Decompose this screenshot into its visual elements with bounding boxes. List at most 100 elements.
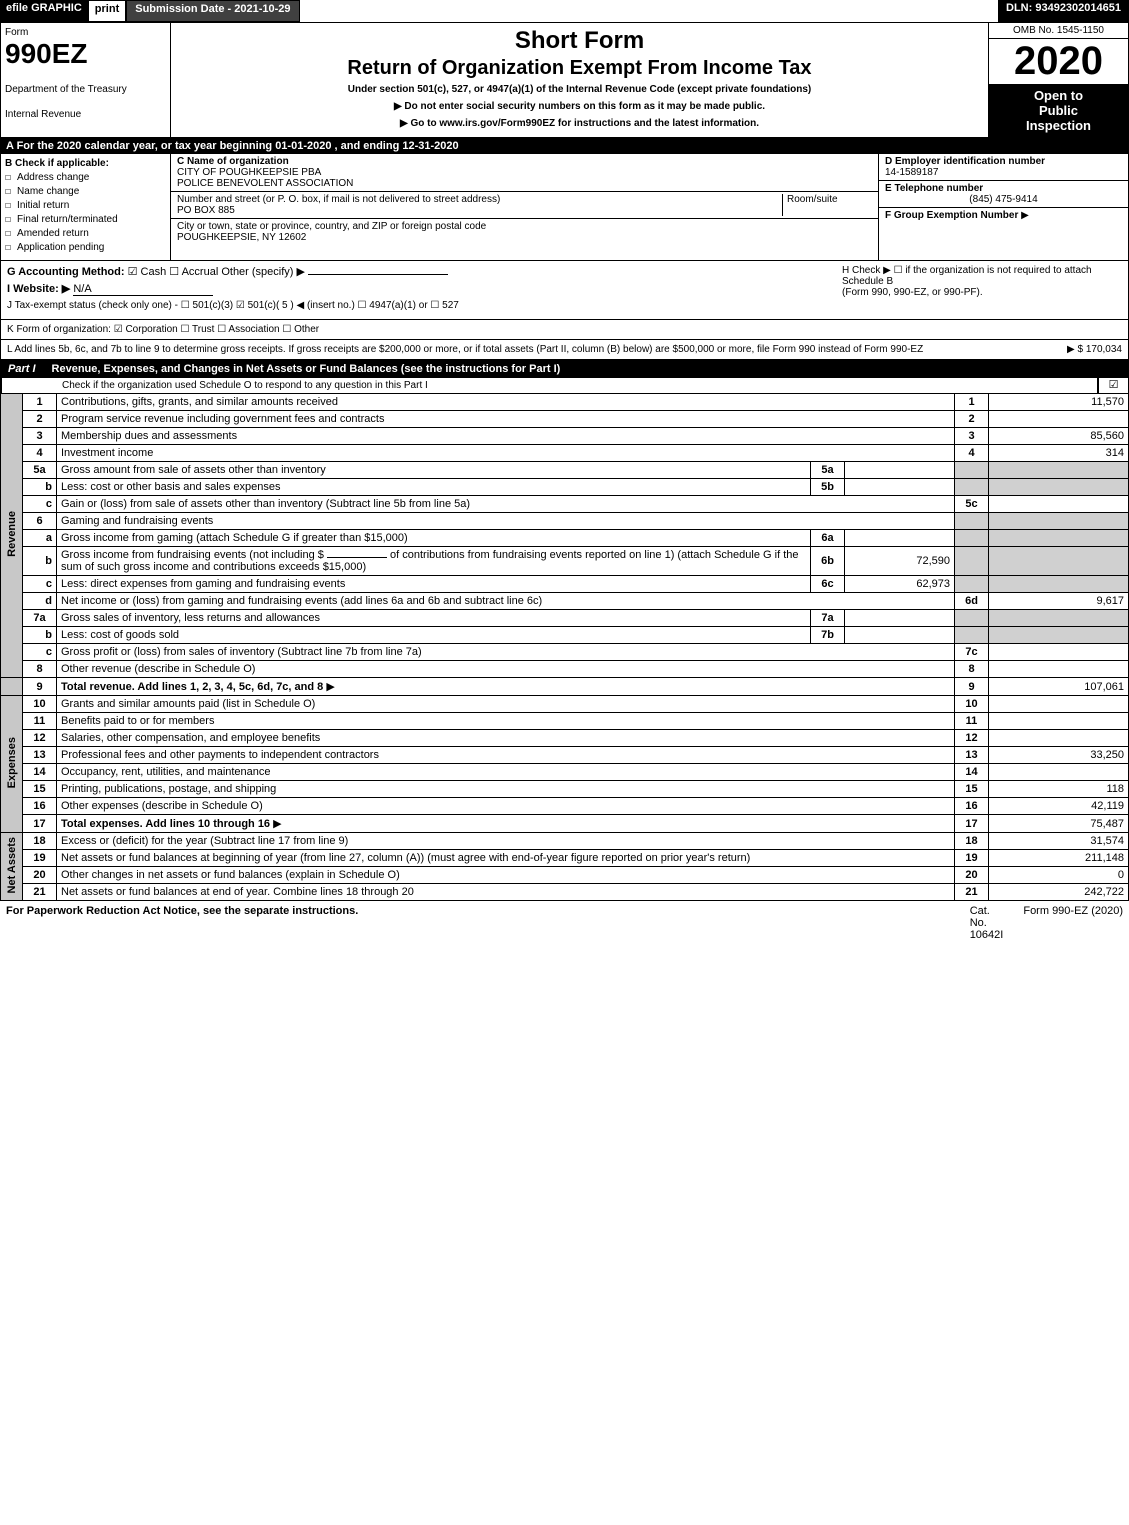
gh-block: G Accounting Method: ☑ Cash ☐ Accrual Ot… [0, 261, 1129, 320]
l21-ref: 21 [955, 884, 989, 901]
l6c-val-shade [989, 576, 1129, 593]
goto-link[interactable]: ▶ Go to www.irs.gov/Form990EZ for instru… [179, 118, 980, 129]
l19-val: 211,148 [989, 850, 1129, 867]
l1-val: 11,570 [989, 394, 1129, 411]
l20-num: 20 [23, 867, 57, 884]
line-16: 16 Other expenses (describe in Schedule … [1, 798, 1129, 815]
row-a-tax-year: A For the 2020 calendar year, or tax yea… [0, 138, 1129, 154]
chk-cash[interactable]: ☑ Cash [128, 266, 167, 278]
l13-num: 13 [23, 747, 57, 764]
cat-no: Cat. No. 10642I [950, 905, 1024, 941]
l20-desc: Other changes in net assets or fund bala… [61, 869, 400, 881]
short-form-title: Short Form [179, 27, 980, 55]
col-b-checkboxes: B Check if applicable: ☐ Address change … [1, 154, 171, 260]
group-label: F Group Exemption Number [885, 210, 1018, 221]
l18-desc: Excess or (deficit) for the year (Subtra… [61, 835, 348, 847]
line-2: 2 Program service revenue including gove… [1, 411, 1129, 428]
l1-ref: 1 [955, 394, 989, 411]
l7c-val [989, 644, 1129, 661]
open-public-inspection: Open to Public Inspection [989, 84, 1128, 137]
l6c-mref: 6c [811, 576, 845, 593]
line-19: 19 Net assets or fund balances at beginn… [1, 850, 1129, 867]
chk-amended-return[interactable]: ☐ Amended return [5, 228, 166, 239]
l6c-desc: Less: direct expenses from gaming and fu… [61, 578, 345, 590]
l17-val: 75,487 [989, 815, 1129, 833]
other-specify-field[interactable] [308, 274, 448, 275]
l16-desc: Other expenses (describe in Schedule O) [61, 800, 263, 812]
l-text: L Add lines 5b, 6c, and 7b to line 9 to … [7, 344, 923, 355]
l18-num: 18 [23, 833, 57, 850]
l6b-mref: 6b [811, 547, 845, 576]
l21-desc: Net assets or fund balances at end of ye… [61, 886, 414, 898]
l7a-ref-shade [955, 610, 989, 627]
l20-ref: 20 [955, 867, 989, 884]
l6c-num: c [23, 576, 57, 593]
chk-final-return[interactable]: ☐ Final return/terminated [5, 214, 166, 225]
chk-other[interactable]: Other (specify) ▶ [221, 266, 305, 278]
top-bar: efile GRAPHIC print Submission Date - 20… [0, 0, 1129, 22]
l17-desc: Total expenses. Add lines 10 through 16 [61, 818, 270, 830]
group-arrow: ▶ [1021, 210, 1029, 221]
k-form-of-org: K Form of organization: ☑ Corporation ☐ … [0, 320, 1129, 340]
l6-val-shade [989, 513, 1129, 530]
l7c-ref: 7c [955, 644, 989, 661]
l5b-ref-shade [955, 479, 989, 496]
l19-ref: 19 [955, 850, 989, 867]
schedule-o-checkbox[interactable]: ☑ [1098, 378, 1128, 393]
l1-desc: Contributions, gifts, grants, and simila… [61, 396, 338, 408]
l7b-ref-shade [955, 627, 989, 644]
schedule-o-note: Check if the organization used Schedule … [1, 378, 1098, 393]
l6c-mval: 62,973 [845, 576, 955, 593]
part-1-table: Revenue 1 Contributions, gifts, grants, … [0, 393, 1129, 901]
revenue-side-label: Revenue [1, 394, 23, 678]
chk-accrual[interactable]: ☐ Accrual [169, 266, 218, 278]
street-row: Number and street (or P. O. box, if mail… [171, 192, 878, 219]
l8-ref: 8 [955, 661, 989, 678]
l17-num: 17 [23, 815, 57, 833]
line-11: 11 Benefits paid to or for members 11 [1, 713, 1129, 730]
website-label: I Website: ▶ [7, 283, 70, 295]
line-5b: b Less: cost or other basis and sales ex… [1, 479, 1129, 496]
l5c-num: c [23, 496, 57, 513]
l8-val [989, 661, 1129, 678]
page-footer: For Paperwork Reduction Act Notice, see … [0, 901, 1129, 945]
netassets-side-label: Net Assets [1, 833, 23, 901]
l3-num: 3 [23, 428, 57, 445]
l10-val [989, 696, 1129, 713]
open-to-text: Open to [993, 88, 1124, 103]
l5a-desc: Gross amount from sale of assets other t… [61, 464, 326, 476]
col-b-heading: B Check if applicable: [5, 158, 166, 169]
org-name-row: C Name of organization CITY OF POUGHKEEP… [171, 154, 878, 192]
public-text: Public [993, 103, 1124, 118]
chk-initial-return[interactable]: ☐ Initial return [5, 200, 166, 211]
l5b-num: b [23, 479, 57, 496]
l4-num: 4 [23, 445, 57, 462]
return-title: Return of Organization Exempt From Incom… [179, 57, 980, 80]
line-6c: c Less: direct expenses from gaming and … [1, 576, 1129, 593]
info-block: B Check if applicable: ☐ Address change … [0, 154, 1129, 261]
l7a-num: 7a [23, 610, 57, 627]
l10-ref: 10 [955, 696, 989, 713]
l6b-ref-shade [955, 547, 989, 576]
g-label: G Accounting Method: [7, 266, 125, 278]
l16-num: 16 [23, 798, 57, 815]
l3-val: 85,560 [989, 428, 1129, 445]
l6d-val: 9,617 [989, 593, 1129, 610]
l15-val: 118 [989, 781, 1129, 798]
chk-address-change[interactable]: ☐ Address change [5, 172, 166, 183]
l13-desc: Professional fees and other payments to … [61, 749, 379, 761]
line-8: 8 Other revenue (describe in Schedule O)… [1, 661, 1129, 678]
chk-application-pending[interactable]: ☐ Application pending [5, 242, 166, 253]
l14-val [989, 764, 1129, 781]
l11-desc: Benefits paid to or for members [61, 715, 214, 727]
street-value: PO BOX 885 [177, 205, 782, 216]
tax-year: 2020 [989, 39, 1128, 84]
chk-name-change[interactable]: ☐ Name change [5, 186, 166, 197]
l7a-mval [845, 610, 955, 627]
expenses-side-label: Expenses [1, 696, 23, 833]
l17-ref: 17 [955, 815, 989, 833]
l13-ref: 13 [955, 747, 989, 764]
l6b-desc1: Gross income from fundraising events (no… [61, 549, 324, 561]
under-section: Under section 501(c), 527, or 4947(a)(1)… [179, 84, 980, 95]
print-button[interactable]: print [88, 0, 126, 22]
